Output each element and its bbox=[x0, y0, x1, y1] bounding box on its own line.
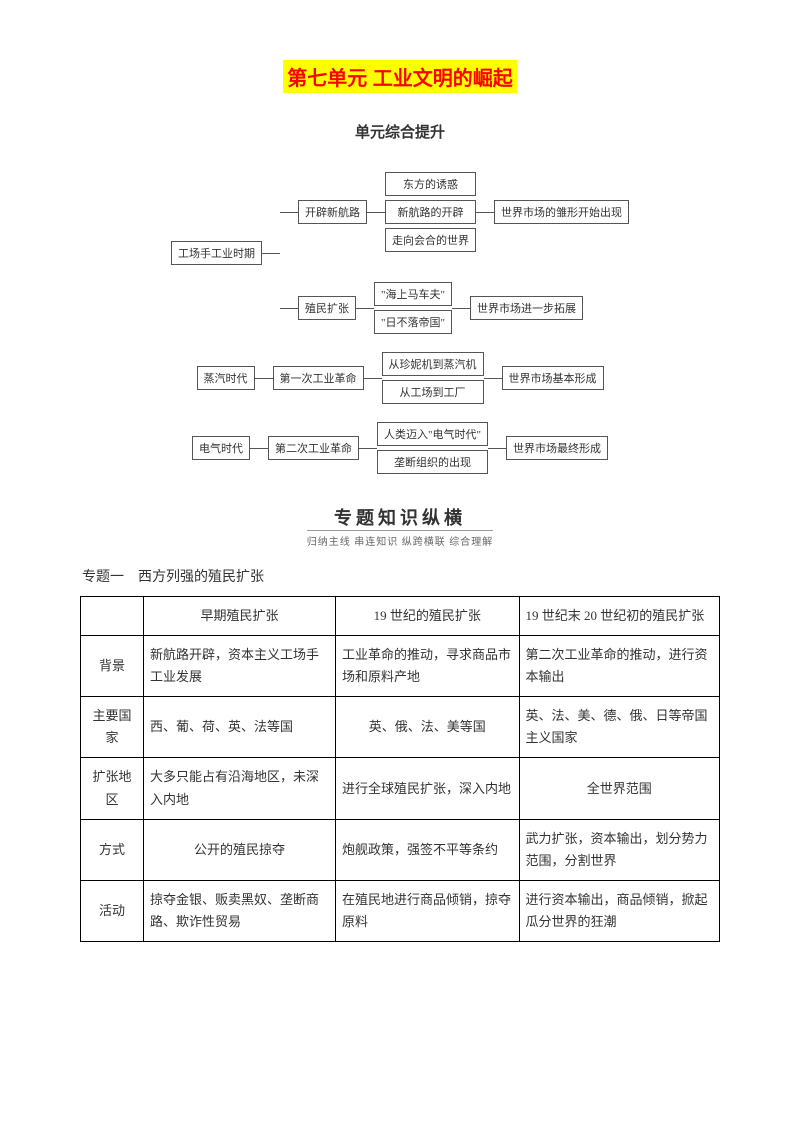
flowchart: 工场手工业时期 开辟新航路 东方的诱惑 新航路的开辟 走向会合的世界 世界市场的… bbox=[80, 172, 720, 474]
colonial-table: 早期殖民扩张 19 世纪的殖民扩张 19 世纪末 20 世纪初的殖民扩张 背景 … bbox=[80, 596, 720, 942]
flow-node: 新航路的开辟 bbox=[385, 200, 476, 224]
table-cell: 进行全球殖民扩张，深入内地 bbox=[336, 758, 520, 819]
table-cell: 扩张地区 bbox=[81, 758, 144, 819]
flow-row-2: 蒸汽时代 第一次工业革命 从珍妮机到蒸汽机 从工场到工厂 世界市场基本形成 bbox=[80, 352, 720, 404]
table-cell: 第二次工业革命的推动，进行资本输出 bbox=[519, 636, 720, 697]
table-cell: 进行资本输出，商品倾销，掀起瓜分世界的狂潮 bbox=[519, 880, 720, 941]
table-row: 活动 掠夺金银、贩卖黑奴、垄断商路、欺诈性贸易 在殖民地进行商品倾销，掠夺原料 … bbox=[81, 880, 720, 941]
page-title: 第七单元 工业文明的崛起 bbox=[80, 60, 720, 93]
flow-row-1: 工场手工业时期 开辟新航路 东方的诱惑 新航路的开辟 走向会合的世界 世界市场的… bbox=[80, 172, 720, 334]
flow-node: 殖民扩张 bbox=[298, 296, 356, 320]
section-subtitle: 归纳主线 串连知识 纵跨横联 综合理解 bbox=[307, 530, 494, 548]
table-cell: 大多只能占有沿海地区，未深入内地 bbox=[144, 758, 336, 819]
flow-node: 东方的诱惑 bbox=[385, 172, 476, 196]
table-cell: 炮舰政策，强签不平等条约 bbox=[336, 819, 520, 880]
table-cell bbox=[81, 597, 144, 636]
flow-node: 世界市场的雏形开始出现 bbox=[494, 200, 629, 224]
flow-node: 从工场到工厂 bbox=[382, 380, 484, 404]
table-cell: 武力扩张，资本输出，划分势力范围，分割世界 bbox=[519, 819, 720, 880]
section-header: 专题知识纵横 归纳主线 串连知识 纵跨横联 综合理解 bbox=[80, 504, 720, 550]
flow-node: 走向会合的世界 bbox=[385, 228, 476, 252]
table-row: 扩张地区 大多只能占有沿海地区，未深入内地 进行全球殖民扩张，深入内地 全世界范… bbox=[81, 758, 720, 819]
flow-node: "海上马车夫" bbox=[374, 282, 452, 306]
flow-node: 从珍妮机到蒸汽机 bbox=[382, 352, 484, 376]
table-cell: 背景 bbox=[81, 636, 144, 697]
flow-node: 电气时代 bbox=[192, 436, 250, 460]
topic-title: 专题一 西方列强的殖民扩张 bbox=[82, 566, 720, 586]
flow-node: 人类迈入"电气时代" bbox=[377, 422, 488, 446]
table-cell: 全世界范围 bbox=[519, 758, 720, 819]
flow-node: 第二次工业革命 bbox=[268, 436, 359, 460]
table-row: 方式 公开的殖民掠夺 炮舰政策，强签不平等条约 武力扩张，资本输出，划分势力范围… bbox=[81, 819, 720, 880]
table-cell: 在殖民地进行商品倾销，掠夺原料 bbox=[336, 880, 520, 941]
table-cell: 公开的殖民掠夺 bbox=[144, 819, 336, 880]
table-cell: 19 世纪末 20 世纪初的殖民扩张 bbox=[519, 597, 720, 636]
title-text: 第七单元 工业文明的崛起 bbox=[283, 60, 517, 93]
flow-node: 第一次工业革命 bbox=[273, 366, 364, 390]
flow-node: 世界市场基本形成 bbox=[502, 366, 604, 390]
section-title: 专题知识纵横 bbox=[80, 504, 720, 530]
flow-node: 工场手工业时期 bbox=[171, 241, 262, 265]
table-cell: 工业革命的推动，寻求商品市场和原料产地 bbox=[336, 636, 520, 697]
flow-node: 世界市场最终形成 bbox=[506, 436, 608, 460]
table-cell: 19 世纪的殖民扩张 bbox=[336, 597, 520, 636]
flow-node: 蒸汽时代 bbox=[197, 366, 255, 390]
page-subtitle: 单元综合提升 bbox=[80, 121, 720, 142]
flow-node: 世界市场进一步拓展 bbox=[470, 296, 583, 320]
table-row: 主要国家 西、葡、荷、英、法等国 英、俄、法、美等国 英、法、美、德、俄、日等帝… bbox=[81, 697, 720, 758]
flow-node: "日不落帝国" bbox=[374, 310, 452, 334]
table-cell: 新航路开辟，资本主义工场手工业发展 bbox=[144, 636, 336, 697]
table-cell: 英、法、美、德、俄、日等帝国主义国家 bbox=[519, 697, 720, 758]
table-cell: 西、葡、荷、英、法等国 bbox=[144, 697, 336, 758]
table-cell: 掠夺金银、贩卖黑奴、垄断商路、欺诈性贸易 bbox=[144, 880, 336, 941]
table-cell: 早期殖民扩张 bbox=[144, 597, 336, 636]
table-cell: 英、俄、法、美等国 bbox=[336, 697, 520, 758]
table-header-row: 早期殖民扩张 19 世纪的殖民扩张 19 世纪末 20 世纪初的殖民扩张 bbox=[81, 597, 720, 636]
flow-row-3: 电气时代 第二次工业革命 人类迈入"电气时代" 垄断组织的出现 世界市场最终形成 bbox=[80, 422, 720, 474]
flow-node: 开辟新航路 bbox=[298, 200, 367, 224]
table-cell: 主要国家 bbox=[81, 697, 144, 758]
table-cell: 方式 bbox=[81, 819, 144, 880]
table-cell: 活动 bbox=[81, 880, 144, 941]
table-row: 背景 新航路开辟，资本主义工场手工业发展 工业革命的推动，寻求商品市场和原料产地… bbox=[81, 636, 720, 697]
flow-node: 垄断组织的出现 bbox=[377, 450, 488, 474]
